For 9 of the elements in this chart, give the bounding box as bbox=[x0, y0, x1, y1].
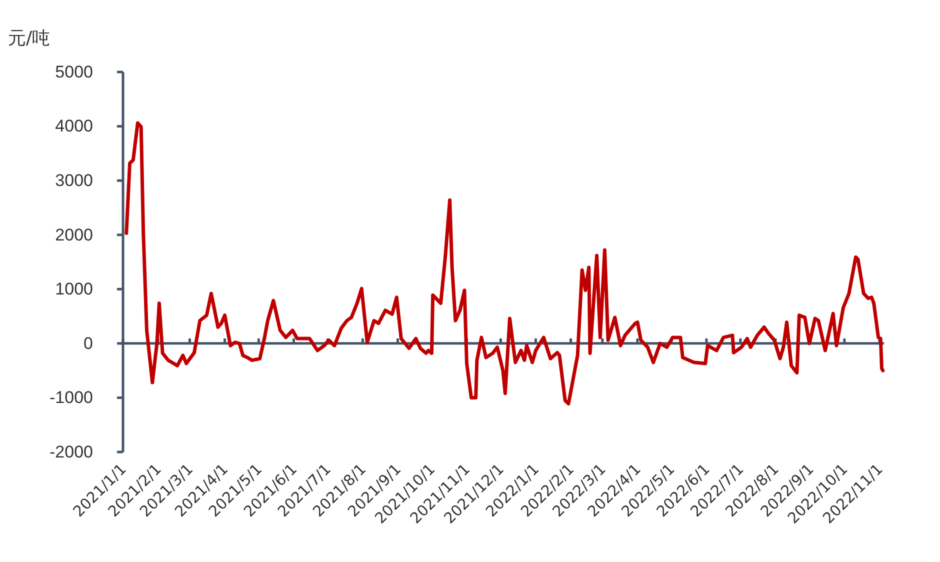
y-tick-label: 0 bbox=[84, 334, 93, 353]
y-tick-label: 3000 bbox=[55, 171, 93, 190]
y-tick-label: 4000 bbox=[55, 116, 93, 136]
y-axis-title: 元/吨 bbox=[8, 28, 50, 49]
y-tick-label: -2000 bbox=[50, 442, 93, 462]
y-tick-label: 2000 bbox=[55, 225, 93, 244]
y-tick-label: 5000 bbox=[55, 62, 93, 82]
y-tick-label: -1000 bbox=[50, 388, 93, 408]
y-tick-label: 1000 bbox=[55, 280, 93, 299]
